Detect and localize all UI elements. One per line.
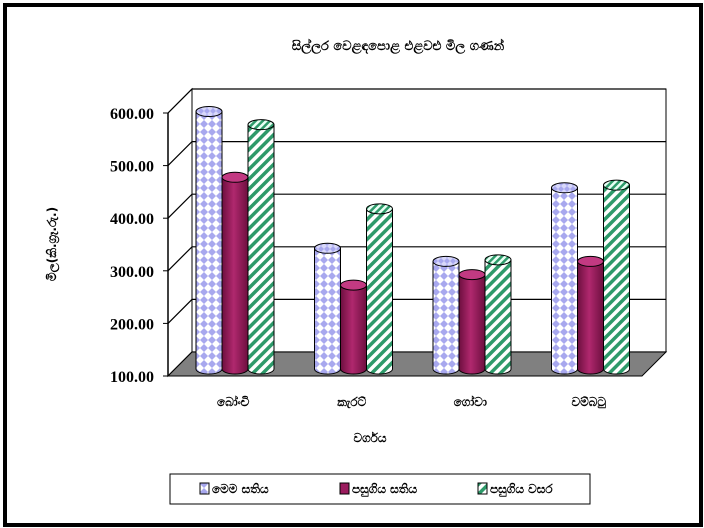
legend: මෙම සතිය පසුගිය සතිය පසුගිය වසර: [169, 473, 591, 505]
x-axis: බෝංචි කැරට් ගෝවා වම්බටු: [217, 395, 606, 409]
y-tick-label: 500.00: [110, 159, 154, 176]
bar-top: [221, 171, 249, 183]
bar-body: [247, 124, 275, 375]
floor-surface: [166, 351, 668, 377]
x-tick-label: කැරට්: [336, 395, 366, 409]
bar-top: [603, 179, 630, 191]
bar-body: [432, 260, 460, 375]
legend-box: [169, 473, 591, 505]
x-tick-label: ගෝවා: [454, 395, 487, 409]
bar: [366, 203, 393, 375]
gridline: [167, 246, 666, 272]
y-tick-label: 200.00: [110, 316, 154, 333]
bar-top: [366, 203, 393, 215]
chart-title: සිල්ලර වෙළඳපොළ එළවළු මිල ගණන්: [292, 37, 505, 55]
legend-label: මෙම සතිය: [212, 482, 269, 496]
bar: [195, 106, 223, 375]
bar-top: [247, 119, 275, 131]
bar-body: [458, 274, 486, 375]
bar: [314, 242, 341, 375]
bar: [221, 171, 249, 375]
legend-swatch: [339, 482, 350, 495]
y-tick-label: 300.00: [110, 264, 154, 281]
bar-body: [551, 187, 578, 375]
bar-body: [366, 208, 393, 375]
bar: [458, 269, 486, 375]
gridline: [167, 193, 666, 219]
bar-top: [577, 255, 604, 267]
gridline: [167, 88, 666, 114]
bar-body: [195, 111, 223, 375]
bar: [247, 119, 275, 375]
bar: [432, 255, 460, 375]
legend-label: පසුගිය වසර: [490, 482, 553, 498]
bar-top: [314, 242, 341, 254]
bar: [484, 254, 512, 375]
bars: [195, 106, 630, 375]
bar: [577, 255, 604, 375]
y-axis-label: මිල(කි.ග්‍රෑ.රු.): [45, 207, 61, 281]
y-tick-label: 600.00: [110, 106, 154, 123]
bar: [603, 179, 630, 375]
bar-body: [484, 259, 512, 375]
bar: [551, 182, 578, 375]
y-tick-label: 400.00: [110, 211, 154, 228]
legend-swatch: [477, 482, 488, 495]
y-tick-label: 100.00: [110, 369, 154, 386]
bar-body: [340, 284, 367, 375]
bar-top: [340, 279, 367, 291]
bar: [340, 279, 367, 375]
bar-top: [484, 254, 512, 266]
side-wall: [167, 87, 193, 378]
bar-top: [195, 106, 223, 118]
x-tick-label: බෝංචි: [217, 395, 250, 409]
chart-floor: [166, 113, 668, 377]
x-axis-label: වර්ගය: [353, 431, 386, 445]
bar-body: [603, 184, 630, 375]
y-axis: 100.00 200.00 300.00 400.00 500.00 600.00: [110, 106, 168, 386]
bar-top: [458, 269, 486, 281]
legend-label: පසුගිය සතිය: [352, 482, 418, 498]
gridline: [167, 141, 666, 167]
bar-body: [314, 247, 341, 375]
bar-body: [577, 260, 604, 375]
bar-top: [551, 182, 578, 194]
x-tick-label: වම්බටු: [572, 395, 607, 409]
bar-body: [221, 176, 249, 375]
legend-swatch: [199, 482, 210, 495]
bar-top: [432, 255, 460, 267]
